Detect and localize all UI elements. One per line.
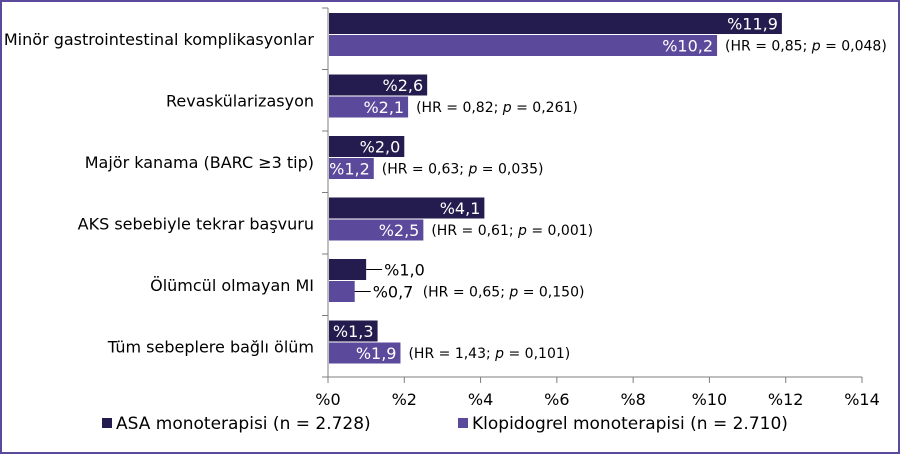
bar-klopidogrel <box>329 158 374 179</box>
category-label: Ölümcül olmayan MI <box>150 276 314 295</box>
bar-asa <box>329 259 367 280</box>
data-label: %2,5 <box>379 221 420 240</box>
category-label: Revaskülarizasyon <box>166 91 314 110</box>
data-label: %1,0 <box>384 261 425 280</box>
hr-annotation: (HR = 0,61; p = 0,001) <box>431 223 593 239</box>
category-label: Majör kanama (BARC ≥3 tip) <box>85 153 314 172</box>
bar-klopidogrel <box>329 35 718 56</box>
x-tick-label: %10 <box>692 390 728 409</box>
x-tick-label: %12 <box>768 390 804 409</box>
category-label: AKS sebebiyle tekrar başvuru <box>78 214 314 233</box>
legend-label: Klopidogrel monoterapisi (n = 2.710) <box>472 414 788 434</box>
legend-swatch-klopidogrel <box>458 418 468 428</box>
x-tick-label: %2 <box>392 390 417 409</box>
legend-label: ASA monoterapisi (n = 2.728) <box>116 414 371 434</box>
data-label: %1,9 <box>356 344 397 363</box>
category-label: Minör gastrointestinal komplikasyonlar <box>4 30 315 49</box>
data-label: %1,2 <box>329 160 370 179</box>
data-label: %2,0 <box>360 138 401 157</box>
bar-klopidogrel <box>329 281 355 302</box>
data-label: %1,3 <box>333 322 374 341</box>
bar-klopidogrel <box>329 342 401 364</box>
hr-annotation: (HR = 0,65; p = 0,150) <box>423 285 585 301</box>
data-label: %4,1 <box>440 199 481 218</box>
x-tick-label: %4 <box>468 390 493 409</box>
data-label: %10,2 <box>662 37 713 56</box>
bar-klopidogrel <box>329 96 409 118</box>
bar-klopidogrel <box>329 219 424 241</box>
bar-asa <box>329 74 428 96</box>
hr-annotation: (HR = 1,43; p = 0,101) <box>408 346 570 362</box>
x-tick-label: %6 <box>544 390 569 409</box>
hr-annotation: (HR = 0,82; p = 0,261) <box>416 100 578 116</box>
data-label: %11,9 <box>727 15 778 34</box>
hr-annotation: (HR = 0,85; p = 0,048) <box>725 39 887 55</box>
bar-asa <box>329 320 378 342</box>
data-label: %0,7 <box>373 283 414 302</box>
bar-asa <box>329 13 782 34</box>
bar-asa <box>329 136 405 157</box>
x-tick-label: %8 <box>620 390 645 409</box>
legend-swatch-asa <box>102 418 112 428</box>
data-label: %2,1 <box>363 98 404 117</box>
x-tick-label: %14 <box>844 390 880 409</box>
x-tick-label: %0 <box>315 390 340 409</box>
hr-annotation: (HR = 0,63; p = 0,035) <box>382 162 544 178</box>
bar-asa <box>329 197 485 219</box>
category-label: Tüm sebeplere bağlı ölüm <box>107 337 314 356</box>
data-label: %2,6 <box>383 76 424 95</box>
